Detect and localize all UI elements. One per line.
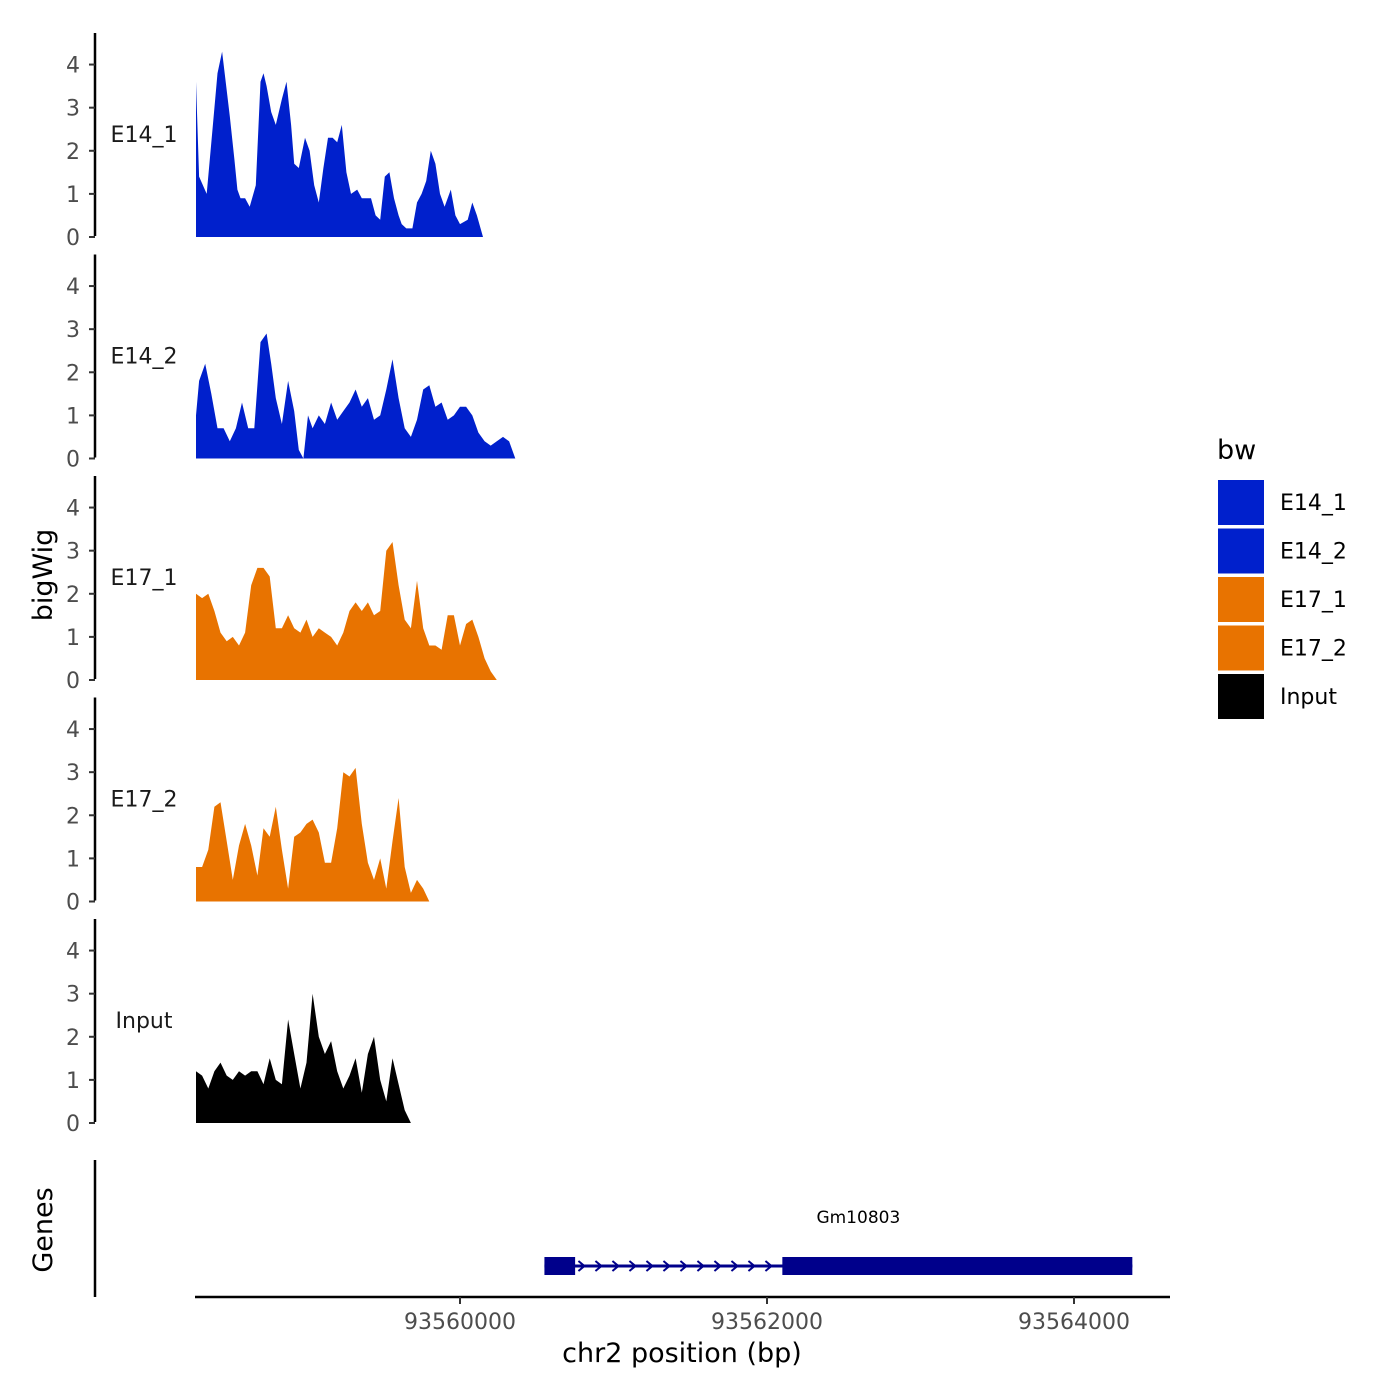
strand-arrow <box>645 1260 654 1272</box>
strand-arrow <box>611 1260 620 1272</box>
legend-swatch-E14_2 <box>1218 528 1264 574</box>
gene-exon <box>544 1257 576 1275</box>
strand-arrow <box>628 1260 637 1272</box>
y-tick-label: 3 <box>66 97 80 122</box>
strand-arrow <box>577 1260 586 1272</box>
y-tick-label: 2 <box>66 140 80 165</box>
y-tick-label: 0 <box>66 669 80 694</box>
track-E17_2: 0 1 2 3 4 E17_2 <box>66 697 602 916</box>
y-tick-label: 0 <box>66 448 80 473</box>
legend-swatch-E17_2 <box>1218 625 1264 671</box>
legend: bw E14_1 E14_2 E17_1 E17_2 Input <box>1217 435 1347 719</box>
strand-arrow <box>747 1260 756 1272</box>
y-tick-label: 4 <box>66 497 80 522</box>
x-axis: 93560000 93562000 93564000 <box>195 1295 1170 1335</box>
legend-swatch-E17_1 <box>1218 577 1264 622</box>
y-tick-label: 3 <box>66 983 80 1008</box>
track-E14_1: 0 1 2 3 4 E14_1 <box>66 33 622 251</box>
y-tick-label: 4 <box>66 718 80 743</box>
signal-area-E17_2 <box>196 767 602 902</box>
track-label: E17_1 <box>111 566 178 591</box>
y-tick-label: 4 <box>66 54 80 79</box>
legend-label-Input: Input <box>1280 685 1337 710</box>
y-tick-label: 4 <box>66 940 80 965</box>
y-tick-label: 3 <box>66 540 80 565</box>
y-tick-label: 2 <box>66 804 80 829</box>
y-tick-label: 2 <box>66 1026 80 1051</box>
track-E17_1: 0 1 2 3 4 E17_1 <box>66 476 608 694</box>
strand-arrow <box>764 1260 773 1272</box>
strand-arrow <box>594 1260 603 1272</box>
y-tick-label: 1 <box>66 183 80 208</box>
y-tick-label: 4 <box>66 275 80 300</box>
legend-swatch-E14_1 <box>1218 480 1264 525</box>
y-tick-label: 2 <box>66 361 80 386</box>
legend-title: bw <box>1217 435 1256 466</box>
track-label: E17_2 <box>111 788 178 813</box>
track-label: E14_2 <box>111 345 178 370</box>
track-label: E14_1 <box>111 123 178 148</box>
signal-tracks: 0 1 2 3 4 E14_1 0 1 2 3 4 E14_2 0 1 2 3 4 E17_1 0 1 2 3 4 E17_2… <box>66 33 622 1137</box>
y-tick-label: 3 <box>66 761 80 786</box>
genes-axis-title: Genes <box>28 1187 59 1272</box>
legend-label-E17_2: E17_2 <box>1280 637 1347 662</box>
x-tick-label: 93562000 <box>711 1310 823 1335</box>
strand-arrow <box>696 1260 705 1272</box>
track-E14_2: 0 1 2 3 4 E14_2 <box>66 254 620 473</box>
signal-area-Input <box>196 993 620 1123</box>
y-tick-label: 0 <box>66 226 80 251</box>
y-axis-title: bigWig <box>28 529 59 622</box>
y-tick-label: 1 <box>66 847 80 872</box>
gene-exon <box>782 1257 1133 1275</box>
legend-label-E17_1: E17_1 <box>1280 588 1347 613</box>
signal-area-E17_1 <box>196 542 608 680</box>
legend-label-E14_2: E14_2 <box>1280 540 1347 565</box>
y-tick-label: 0 <box>66 891 80 916</box>
strand-arrow <box>730 1260 739 1272</box>
y-tick-label: 2 <box>66 583 80 608</box>
strand-arrow <box>679 1260 688 1272</box>
y-tick-label: 1 <box>66 1069 80 1094</box>
track-Input: 0 1 2 3 4 Input <box>66 919 620 1137</box>
y-tick-label: 1 <box>66 404 80 429</box>
y-tick-label: 1 <box>66 626 80 651</box>
signal-area-E14_2 <box>196 333 620 459</box>
strand-arrow <box>662 1260 671 1272</box>
gene-Gm10803: Gm10803 <box>544 1208 1133 1275</box>
y-tick-label: 3 <box>66 318 80 343</box>
x-tick-label: 93564000 <box>1018 1310 1130 1335</box>
y-tick-label: 0 <box>66 1112 80 1137</box>
x-tick-label: 93560000 <box>404 1310 516 1335</box>
legend-label-E14_1: E14_1 <box>1280 491 1347 516</box>
gene-label: Gm10803 <box>816 1208 900 1228</box>
legend-swatch-Input <box>1218 674 1264 719</box>
gene-panel: Gm10803 <box>93 1160 1133 1297</box>
signal-area-E14_1 <box>196 51 622 237</box>
x-axis-title: chr2 position (bp) <box>562 1338 802 1369</box>
track-label: Input <box>116 1009 173 1034</box>
strand-arrow <box>713 1260 722 1272</box>
